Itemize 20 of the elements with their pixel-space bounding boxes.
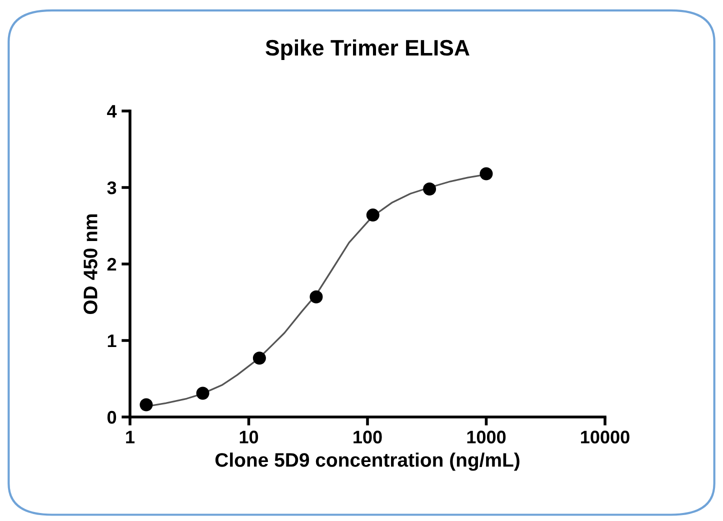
y-tick-label: 2 <box>107 258 116 271</box>
x-tick-label: 1 <box>126 430 135 444</box>
y-tick-label: 4 <box>107 105 117 118</box>
y-tick-label: 3 <box>107 181 116 194</box>
x-axis-title: Clone 5D9 concentration (ng/mL) <box>215 452 520 471</box>
chart-title: Spike Trimer ELISA <box>266 39 470 60</box>
point <box>140 398 153 412</box>
x-tick-label: 100 <box>354 430 382 444</box>
point <box>196 386 210 400</box>
point <box>480 167 493 180</box>
point <box>423 182 436 196</box>
point <box>310 290 323 304</box>
x-tick-label: 10 <box>240 430 258 444</box>
point <box>366 208 380 222</box>
y-tick-label: 0 <box>107 410 116 424</box>
x-tick-label: 1000 <box>467 430 506 444</box>
y-axis-title: OD 450 nm <box>84 214 98 314</box>
x-tick-label: 10000 <box>581 430 630 444</box>
point <box>252 352 266 365</box>
y-tick-label: 1 <box>108 334 116 348</box>
